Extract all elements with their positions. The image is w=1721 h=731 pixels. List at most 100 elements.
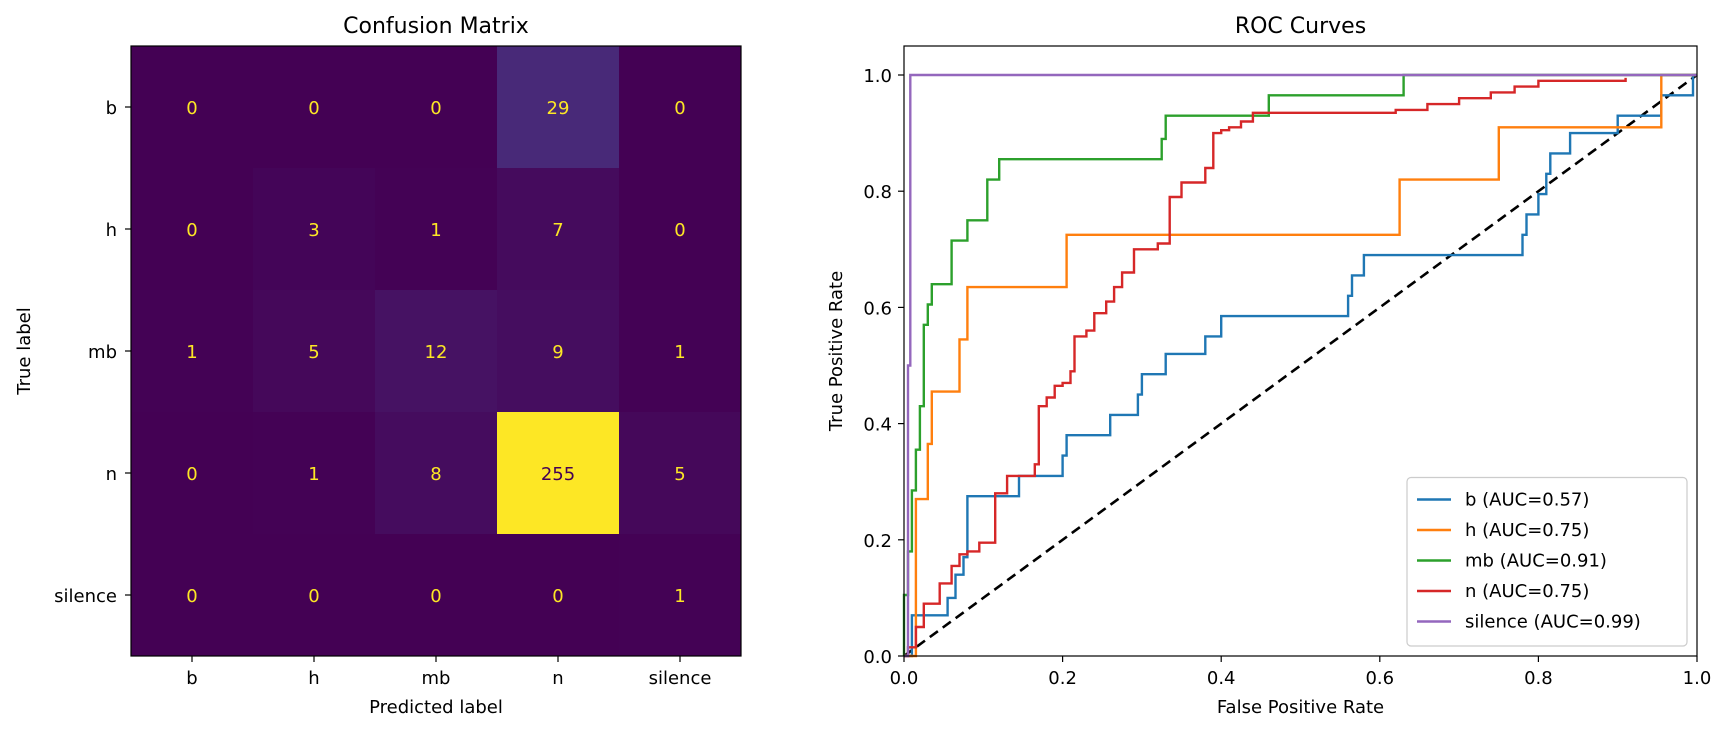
cm-cell <box>131 46 254 169</box>
cm-cell <box>497 46 620 169</box>
roc-plot-frame <box>903 45 1698 657</box>
cm-cell-value: 0 <box>430 98 441 119</box>
cm-cell-value: 3 <box>308 220 319 241</box>
confusion-matrix-x-ticks: b h mb n silence <box>186 656 711 689</box>
cm-cell-value: 0 <box>186 220 197 241</box>
roc-series-line <box>904 73 1697 658</box>
cm-cell-value: 0 <box>430 586 441 607</box>
cm-cell-value: 5 <box>674 464 685 485</box>
confusion-matrix-cells <box>131 46 742 657</box>
cm-cell-value: 1 <box>674 342 685 363</box>
cm-cell-value: 1 <box>674 586 685 607</box>
roc-x-tick-label: 0.4 <box>1207 668 1236 689</box>
cm-cell-value: 8 <box>430 464 441 485</box>
cm-y-tick-label: b <box>106 98 117 119</box>
cm-x-tick-label: h <box>308 668 319 689</box>
cm-cell-value: 0 <box>308 98 319 119</box>
cm-cell <box>253 168 376 291</box>
cm-cell <box>619 412 742 535</box>
cm-cell <box>619 168 742 291</box>
cm-cell <box>253 290 376 413</box>
roc-y-tick-label: 0.4 <box>863 415 892 436</box>
cm-cell <box>375 412 498 535</box>
roc-x-tick-label: 0.8 <box>1524 668 1553 689</box>
cm-cell <box>131 290 254 413</box>
roc-title: ROC Curves <box>1235 14 1366 39</box>
roc-x-ticks: 0.0 0.2 0.4 0.6 0.8 1.0 <box>890 656 1712 689</box>
cm-cell <box>497 412 620 535</box>
roc-y-ticks: 0.0 0.2 0.4 0.6 0.8 1.0 <box>863 66 904 668</box>
roc-y-tick-label: 0.0 <box>863 647 892 668</box>
cm-cell <box>375 534 498 657</box>
cm-cell-value: 0 <box>674 220 685 241</box>
roc-panel: 0.0 0.2 0.4 0.6 0.8 1.0 0.0 0.2 0.4 0.6 0.8 1.0 b … <box>826 14 1711 718</box>
cm-cell-value: 9 <box>552 342 563 363</box>
roc-y-tick-label: 0.8 <box>863 182 892 203</box>
confusion-matrix-x-axis-label: Predicted label <box>369 697 503 718</box>
cm-cell <box>497 168 620 291</box>
cm-cell-value: 0 <box>186 586 197 607</box>
cm-cell-value: 1 <box>430 220 441 241</box>
cm-cell-value: 0 <box>186 98 197 119</box>
cm-cell-value: 7 <box>552 220 563 241</box>
roc-series-line <box>904 77 1627 658</box>
roc-legend-label: h (AUC=0.75) <box>1465 520 1589 541</box>
roc-x-tick-label: 0.2 <box>1048 668 1077 689</box>
cm-cell <box>253 534 376 657</box>
cm-cell <box>131 534 254 657</box>
roc-legend: b (AUC=0.57) h (AUC=0.75) mb (AUC=0.91) n (… <box>1406 476 1688 647</box>
cm-x-tick-label: silence <box>649 668 712 689</box>
cm-cell-value: 0 <box>674 98 685 119</box>
roc-x-tick-label: 0.6 <box>1365 668 1394 689</box>
confusion-matrix-panel: 0 0 0 29 00 3 1 7 01 5 12 9 10 1 8 255 50 0 0 0 1 b h mb n silen… <box>14 14 742 718</box>
confusion-matrix-title: Confusion Matrix <box>343 14 529 39</box>
roc-y-tick-label: 1.0 <box>863 66 892 87</box>
confusion-matrix-y-ticks: b h mb n silence <box>54 98 131 607</box>
roc-series-line <box>904 73 1697 658</box>
cm-cell-value: 5 <box>308 342 319 363</box>
roc-y-tick-label: 0.2 <box>863 531 892 552</box>
cm-y-tick-label: h <box>106 220 117 241</box>
roc-series-line <box>902 73 1697 656</box>
cm-cell-value: 12 <box>425 342 448 363</box>
cm-cell <box>497 534 620 657</box>
cm-cell-value: 0 <box>552 586 563 607</box>
cm-cell <box>131 168 254 291</box>
roc-x-tick-label: 1.0 <box>1683 668 1712 689</box>
cm-cell <box>619 46 742 169</box>
cm-cell <box>375 290 498 413</box>
cm-y-tick-label: n <box>106 464 117 485</box>
cm-x-tick-label: mb <box>422 668 451 689</box>
roc-x-tick-label: 0.0 <box>890 668 919 689</box>
roc-chance-diagonal <box>903 73 1698 658</box>
confusion-matrix-y-axis-label: True label <box>14 307 35 396</box>
cm-cell-value: 29 <box>547 98 570 119</box>
cm-cell-value: 0 <box>186 464 197 485</box>
roc-legend-box <box>1406 476 1688 647</box>
cm-cell-value: 255 <box>541 464 575 485</box>
roc-legend-label: mb (AUC=0.91) <box>1465 551 1607 572</box>
cm-cell <box>375 46 498 169</box>
cm-cell <box>253 46 376 169</box>
cm-cell-value: 1 <box>308 464 319 485</box>
cm-cell-value: 0 <box>308 586 319 607</box>
cm-cell <box>619 534 742 657</box>
roc-legend-label: silence (AUC=0.99) <box>1465 612 1641 633</box>
cm-y-tick-label: mb <box>88 342 117 363</box>
cm-cell <box>497 290 620 413</box>
confusion-matrix-cell-labels: 0 0 0 29 00 3 1 7 01 5 12 9 10 1 8 255 50 0 0 0 1 <box>186 98 685 607</box>
roc-x-axis-label: False Positive Rate <box>1217 697 1384 718</box>
roc-y-tick-label: 0.6 <box>863 298 892 319</box>
cm-x-tick-label: n <box>552 668 563 689</box>
cm-cell <box>619 290 742 413</box>
cm-cell <box>131 412 254 535</box>
cm-cell <box>375 168 498 291</box>
cm-x-tick-label: b <box>186 668 197 689</box>
roc-legend-label: b (AUC=0.57) <box>1465 490 1589 511</box>
roc-y-axis-label: True Positive Rate <box>826 271 847 432</box>
cm-cell <box>253 412 376 535</box>
cm-y-tick-label: silence <box>54 586 117 607</box>
cm-cell-value: 1 <box>186 342 197 363</box>
roc-legend-label: n (AUC=0.75) <box>1465 581 1589 602</box>
